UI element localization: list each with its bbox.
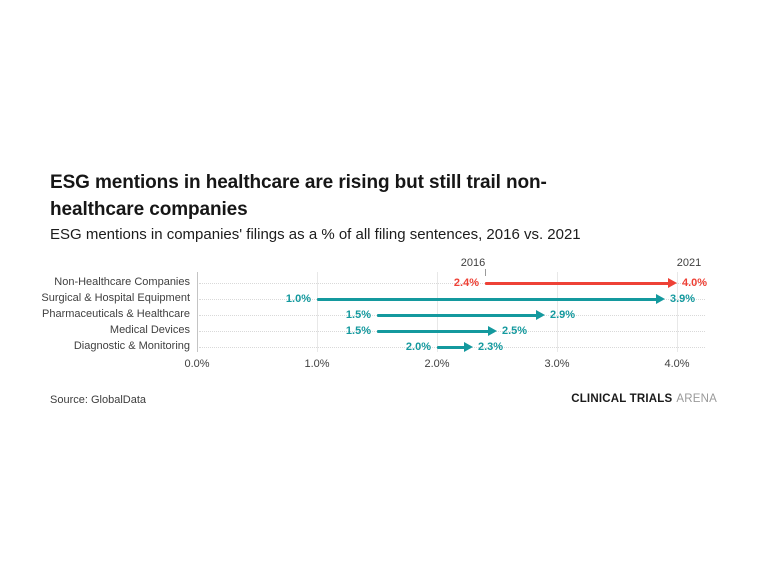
value-label-start: 1.0% [285, 293, 311, 305]
category-label: Medical Devices [109, 324, 190, 336]
x-axis-tick-label: 0.0% [184, 358, 210, 370]
x-axis-tick-label: 4.0% [664, 358, 690, 370]
chart: 2016 2021 Non-Healthcare Companies 2.4% 4.0%… [0, 256, 768, 376]
vertical-gridline [197, 272, 198, 352]
arrow-head-icon [464, 342, 473, 352]
category-label: Non-Healthcare Companies [54, 276, 190, 288]
period-label: 2021 [676, 257, 702, 269]
chart-subtitle: ESG mentions in companies' filings as a … [50, 226, 581, 243]
arrow-line [437, 346, 466, 349]
category-label: Surgical & Hospital Equipment [41, 292, 190, 304]
chart-title-line2: healthcare companies [50, 199, 248, 220]
arrow-head-icon [536, 310, 545, 320]
arrow-line [485, 282, 670, 285]
x-axis-tick-label: 1.0% [304, 358, 330, 370]
arrow-line [377, 330, 490, 333]
arrow-line [377, 314, 538, 317]
arrow-line [317, 298, 658, 301]
arrow-head-icon [488, 326, 497, 336]
value-label-start: 1.5% [345, 309, 371, 321]
arrow-head-icon [656, 294, 665, 304]
value-label-start: 2.0% [405, 341, 431, 353]
x-axis-tick-label: 3.0% [544, 358, 570, 370]
value-label-end: 3.9% [670, 293, 696, 305]
value-label-start: 1.5% [345, 325, 371, 337]
value-label-end: 4.0% [682, 277, 708, 289]
value-label-start: 2.4% [453, 277, 479, 289]
period-tick [485, 269, 486, 276]
source-text: Source: GlobalData [50, 394, 146, 406]
vertical-gridline [557, 272, 558, 352]
value-label-end: 2.5% [502, 325, 528, 337]
arrow-head-icon [668, 278, 677, 288]
value-label-end: 2.9% [550, 309, 576, 321]
brand-logo: CLINICAL TRIALS ARENA [571, 393, 717, 405]
period-label: 2016 [460, 257, 486, 269]
x-axis-tick-label: 2.0% [424, 358, 450, 370]
brand-light-text: ARENA [676, 393, 717, 405]
category-label: Diagnostic & Monitoring [73, 340, 190, 352]
value-label-end: 2.3% [478, 341, 504, 353]
vertical-gridline [317, 272, 318, 352]
vertical-gridline [677, 272, 678, 352]
chart-title-line1: ESG mentions in healthcare are rising bu… [50, 172, 547, 193]
category-label: Pharmaceuticals & Healthcare [42, 308, 190, 320]
chart-title: ESG mentions in healthcare are rising bu… [50, 169, 690, 223]
vertical-gridline [437, 272, 438, 352]
row-gridline [199, 283, 705, 284]
brand-bold-text: CLINICAL TRIALS [571, 393, 673, 405]
